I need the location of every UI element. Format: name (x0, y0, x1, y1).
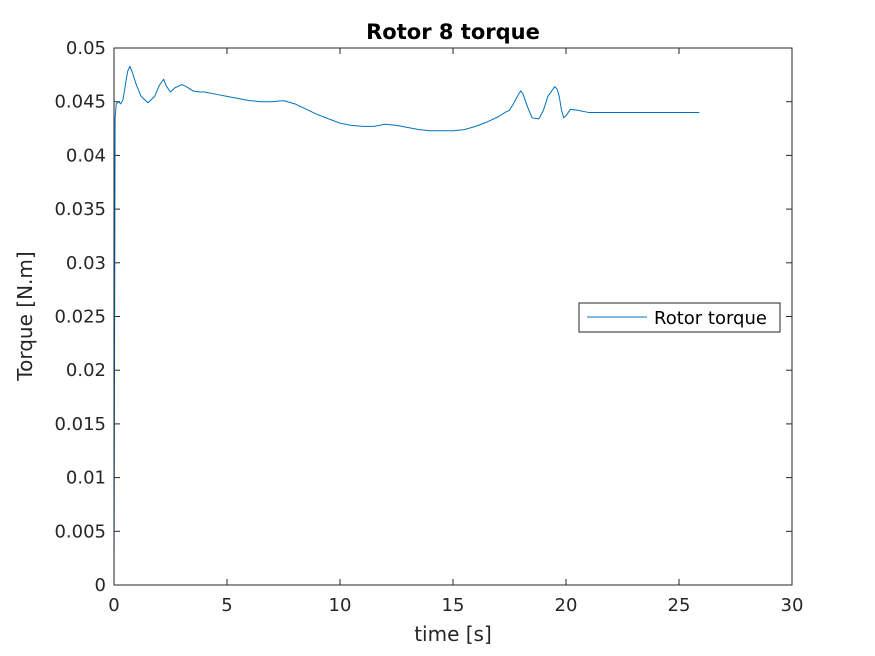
x-tick-label: 25 (668, 595, 691, 616)
y-axis-label: Torque [N.m] (13, 251, 37, 381)
y-tick-label: 0.05 (66, 38, 106, 59)
x-tick-label: 20 (555, 595, 578, 616)
x-axis-label: time [s] (414, 622, 492, 646)
x-tick-label: 15 (442, 595, 465, 616)
y-axis-ticks: 0 0.005 0.01 0.015 0.02 0.025 0.03 0.035 0.04 0.0… (54, 38, 792, 596)
plot-frame (113, 47, 793, 586)
y-tick-label: 0.045 (54, 92, 106, 113)
x-tick-label: 0 (108, 595, 119, 616)
legend: Rotor torque (578, 302, 781, 333)
x-axis-ticks: 0 5 10 15 20 25 30 (108, 48, 803, 616)
x-tick-label: 30 (781, 595, 804, 616)
y-tick-label: 0.015 (54, 414, 106, 435)
y-tick-label: 0.005 (54, 521, 106, 542)
y-tick-label: 0.02 (66, 360, 106, 381)
y-tick-label: 0 (95, 575, 106, 596)
y-tick-label: 0.04 (66, 145, 106, 166)
legend-entry-rotor-torque: Rotor torque (654, 308, 767, 329)
series-layer (113, 65, 700, 586)
chart-title: Rotor 8 torque (366, 20, 540, 44)
x-tick-label: 5 (221, 595, 232, 616)
y-tick-label: 0.035 (54, 199, 106, 220)
x-tick-label: 10 (329, 595, 352, 616)
series-line-rotor-torque (113, 65, 700, 586)
y-tick-label: 0.03 (66, 253, 106, 274)
y-tick-label: 0.025 (54, 307, 106, 328)
y-tick-label: 0.01 (66, 468, 106, 489)
